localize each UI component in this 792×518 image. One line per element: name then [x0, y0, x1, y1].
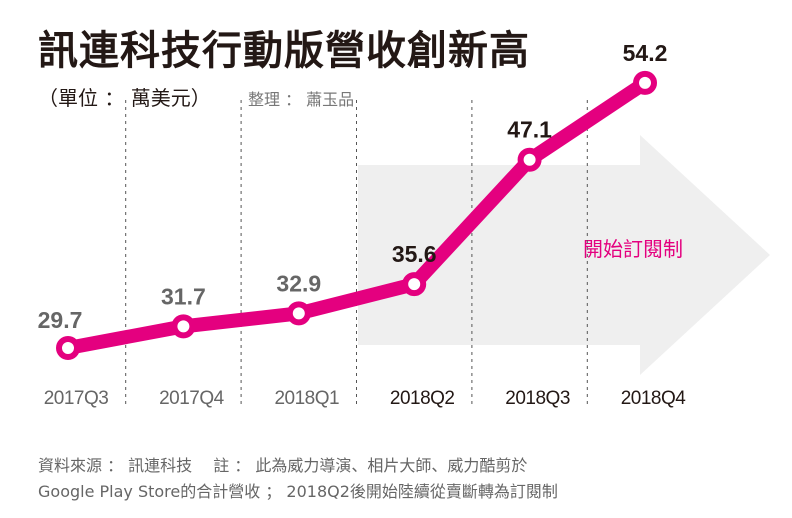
- x-tick-label: 2017Q4: [159, 388, 225, 409]
- editor-credit: 整理 ： 蕭玉品: [248, 90, 355, 109]
- data-label: 31.7: [161, 283, 206, 309]
- data-label: 29.7: [38, 307, 83, 333]
- data-point: [517, 147, 542, 172]
- x-tick-label: 2018Q1: [274, 388, 339, 409]
- x-tick-label: 2018Q2: [390, 388, 455, 409]
- data-point: [286, 301, 311, 326]
- x-tick-label: 2018Q3: [505, 388, 570, 409]
- background-arrow: [358, 135, 770, 375]
- footnote-line-1: 資料來源 ： 訊連科技 註 ： 此為威力導演、相片大師、威力酷剪於: [38, 456, 528, 475]
- data-point: [56, 336, 80, 360]
- data-point: [171, 314, 196, 339]
- x-tick-label: 2017Q3: [44, 388, 109, 409]
- data-label: 35.6: [392, 241, 437, 267]
- annotation-text: 開始訂閱制: [583, 237, 683, 261]
- chart-title: 訊連科技行動版營收創新高: [38, 28, 530, 74]
- unit-label: （單位 ： 萬美元）: [38, 86, 211, 110]
- data-label: 54.2: [623, 40, 668, 66]
- data-label: 47.1: [507, 117, 552, 143]
- x-tick-label: 2018Q4: [621, 388, 687, 409]
- data-point: [402, 272, 427, 297]
- data-point: [633, 70, 657, 95]
- footnote-line-2: Google Play Store的合計營收 ； 2018Q2後開始陸續從賣斷轉…: [38, 482, 558, 501]
- series-line: [66, 77, 649, 355]
- data-label: 32.9: [276, 270, 321, 296]
